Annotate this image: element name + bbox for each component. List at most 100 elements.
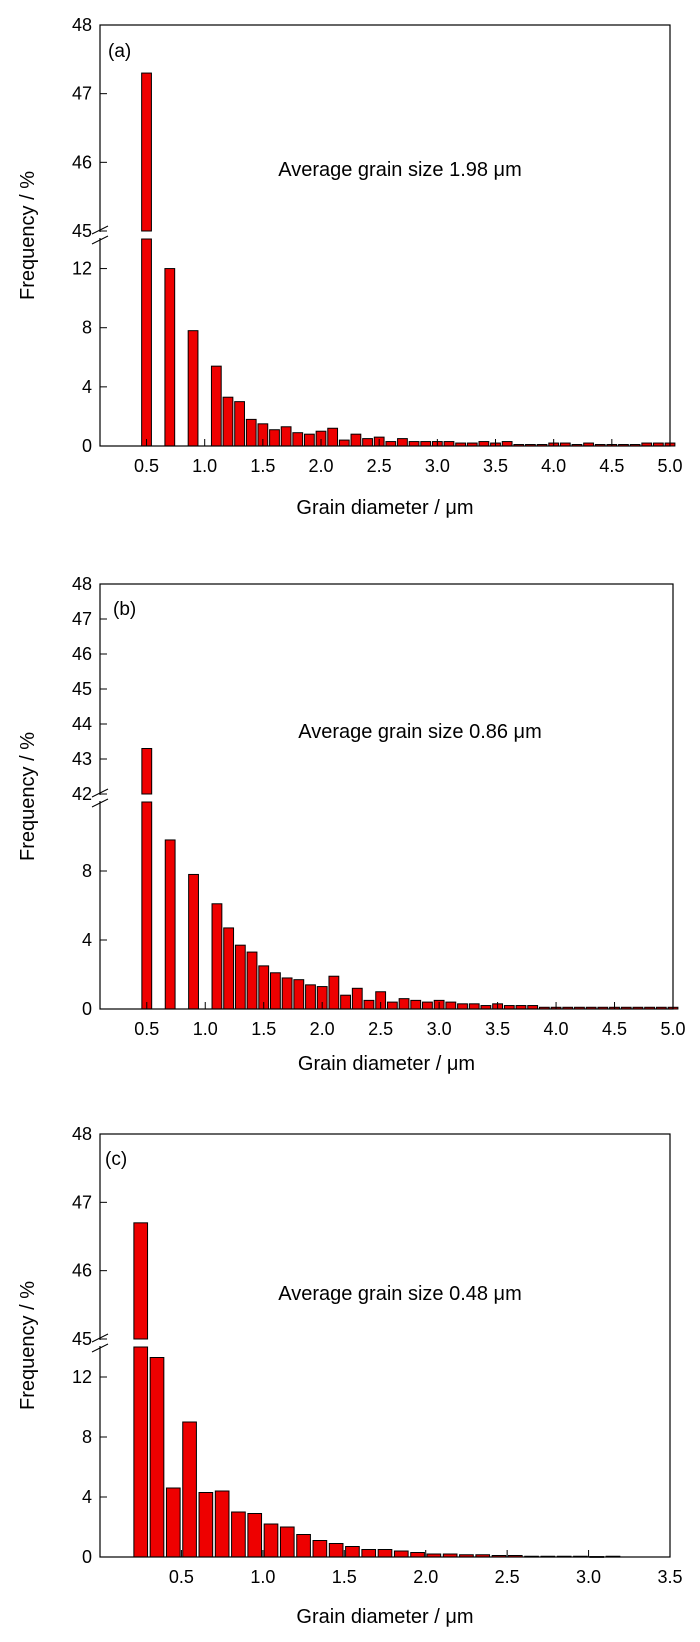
histogram-bar xyxy=(386,1001,398,1010)
y-tick-label: 48 xyxy=(72,574,92,594)
histogram-bar xyxy=(398,998,410,1010)
histogram-bar xyxy=(393,1550,409,1558)
y-tick-label: 45 xyxy=(72,1329,92,1349)
y-tick-label: 48 xyxy=(72,15,92,35)
y-tick-label: 8 xyxy=(82,318,92,338)
histogram-bar xyxy=(478,441,490,447)
x-axis-label: Grain diameter / μm xyxy=(296,497,473,519)
histogram-bar xyxy=(141,238,152,447)
y-tick-label: 8 xyxy=(82,861,92,881)
axis-break-gap xyxy=(90,1340,110,1346)
y-tick-label: 4 xyxy=(82,930,92,950)
histogram-bar xyxy=(408,441,420,447)
x-tick-label: 4.0 xyxy=(541,456,566,476)
y-tick-label: 4 xyxy=(82,377,92,397)
x-tick-label: 1.5 xyxy=(251,1019,276,1039)
plot-frame xyxy=(99,24,671,447)
axis-break-gap xyxy=(90,232,110,238)
x-tick-label: 0.5 xyxy=(134,456,159,476)
histogram-bar xyxy=(279,1526,295,1558)
y-tick-label: 0 xyxy=(82,1547,92,1567)
axis-break-mark xyxy=(91,225,109,235)
histogram-bar xyxy=(351,987,363,1010)
histogram-bar xyxy=(420,441,432,447)
histogram-bar xyxy=(292,432,304,447)
x-tick-label: 3.5 xyxy=(485,1019,510,1039)
histogram-bar xyxy=(345,1546,360,1558)
histogram-bar xyxy=(457,1003,468,1010)
histogram-bar xyxy=(397,438,408,447)
x-tick-label: 5.0 xyxy=(657,456,682,476)
histogram-bar xyxy=(149,1357,165,1558)
histogram-bar xyxy=(263,1523,279,1558)
histogram-bar-upper xyxy=(133,1222,149,1340)
histogram-bar xyxy=(468,1003,480,1010)
histogram-bar-upper xyxy=(141,72,152,232)
x-tick-label: 3.5 xyxy=(657,1567,682,1587)
x-tick-label: 3.0 xyxy=(427,1019,452,1039)
histogram-bar xyxy=(280,426,292,447)
histogram-bar xyxy=(385,441,397,447)
x-tick-label: 3.0 xyxy=(425,456,450,476)
x-tick-label: 1.5 xyxy=(250,456,275,476)
histogram-bar xyxy=(223,927,235,1010)
x-tick-label: 0.5 xyxy=(169,1567,194,1587)
x-tick-label: 2.0 xyxy=(310,1019,335,1039)
axis-break-mark xyxy=(91,1343,109,1353)
histogram-bar xyxy=(187,330,199,447)
histogram-bar xyxy=(188,873,199,1010)
histogram-bar xyxy=(305,984,316,1010)
histogram-bar xyxy=(377,1549,393,1558)
histogram-bar xyxy=(304,433,315,447)
histogram-bar xyxy=(247,1513,263,1558)
histogram-bar xyxy=(165,1487,181,1558)
y-tick-label: 46 xyxy=(72,1261,92,1281)
panel-label: (b) xyxy=(113,599,136,620)
y-tick-label: 0 xyxy=(82,436,92,456)
histogram-bar xyxy=(327,427,339,447)
histogram-bar xyxy=(198,1492,214,1558)
histogram-bar xyxy=(246,951,258,1010)
x-tick-label: 5.0 xyxy=(660,1019,685,1039)
histogram-bar xyxy=(443,441,455,447)
histogram-bar xyxy=(231,1511,246,1558)
x-axis-label: Grain diameter / μm xyxy=(296,1606,473,1628)
y-axis-label: Frequency / % xyxy=(17,732,39,861)
y-tick-label: 44 xyxy=(72,714,92,734)
x-tick-label: 2.0 xyxy=(413,1567,438,1587)
y-tick-label: 47 xyxy=(72,84,92,104)
histogram-bar xyxy=(182,1421,197,1558)
y-tick-label: 47 xyxy=(72,1192,92,1212)
axis-break-mark xyxy=(91,788,109,798)
histogram-bar xyxy=(222,396,234,447)
x-tick-label: 2.5 xyxy=(495,1567,520,1587)
y-tick-label: 12 xyxy=(72,1367,92,1387)
panel-label: (a) xyxy=(108,41,131,62)
x-tick-label: 1.0 xyxy=(250,1567,275,1587)
plot-frame xyxy=(99,583,674,1010)
y-tick-label: 45 xyxy=(72,679,92,699)
y-tick-label: 0 xyxy=(82,999,92,1019)
x-tick-label: 0.5 xyxy=(134,1019,159,1039)
x-tick-label: 1.0 xyxy=(192,456,217,476)
x-tick-label: 1.0 xyxy=(193,1019,218,1039)
histogram-bar xyxy=(312,1540,328,1558)
histogram-bar xyxy=(410,999,422,1010)
axis-break-mark xyxy=(91,235,109,245)
x-tick-label: 4.5 xyxy=(602,1019,627,1039)
histogram-bar xyxy=(410,1552,425,1558)
average-grain-size-annotation: Average grain size 1.98 μm xyxy=(278,159,522,181)
histogram-bar xyxy=(363,999,375,1010)
histogram-bar xyxy=(350,433,362,447)
x-axis-label: Grain diameter / μm xyxy=(298,1053,475,1075)
x-tick-label: 1.5 xyxy=(332,1567,357,1587)
histogram-bar xyxy=(269,972,281,1010)
histogram-bar xyxy=(133,1346,149,1558)
y-axis-label: Frequency / % xyxy=(17,171,39,300)
y-tick-label: 45 xyxy=(72,221,92,241)
axis-break-mark xyxy=(91,798,109,808)
histogram-bar xyxy=(234,401,245,447)
histogram-bar xyxy=(211,903,223,1010)
histogram-bar xyxy=(338,439,350,447)
histogram-bar xyxy=(141,801,153,1010)
